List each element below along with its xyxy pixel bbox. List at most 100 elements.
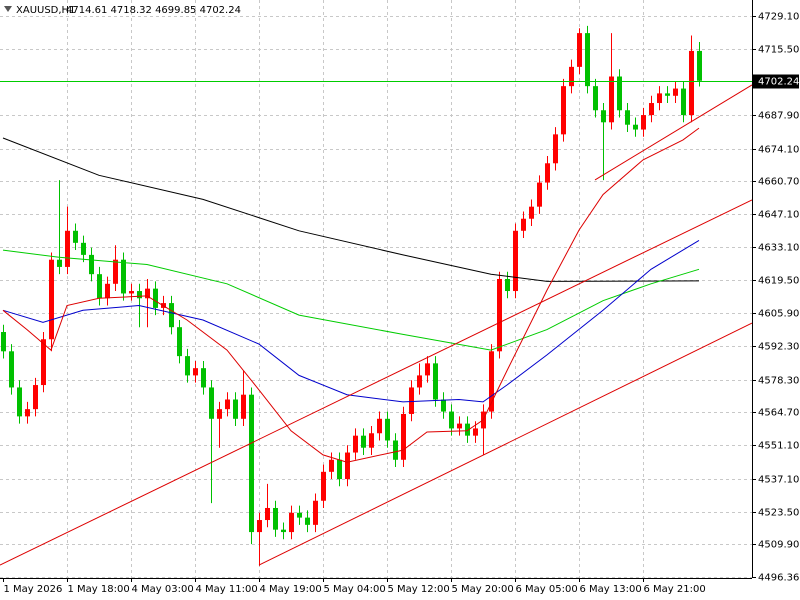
candle-body <box>129 291 134 294</box>
candle-body <box>417 375 422 388</box>
x-tick-label: 6 May 21:00 <box>644 584 706 595</box>
y-tick-label: 4551.10 <box>758 441 799 452</box>
candle-body <box>217 409 222 419</box>
axis-labels: 4729.10 4715.50 4687.90 4674.10 4660.70 4647.… <box>3 12 799 595</box>
candle-body <box>633 124 638 130</box>
candle-body <box>249 394 254 533</box>
candle-body <box>81 242 86 255</box>
candle-body <box>577 33 582 67</box>
candle-body <box>281 529 286 533</box>
candle-body <box>169 303 174 328</box>
candle-body <box>329 459 334 472</box>
candle-body <box>105 283 110 299</box>
candle-body <box>545 163 550 183</box>
y-tick-label: 4633.10 <box>758 243 799 254</box>
candle-body <box>33 385 38 410</box>
x-tick-label: 5 May 20:00 <box>452 584 514 595</box>
candle-body <box>665 93 670 96</box>
candle-body <box>449 411 454 429</box>
candle-body <box>73 230 78 243</box>
symbol-icon <box>4 6 12 12</box>
candle-body <box>257 520 262 533</box>
candle-body <box>385 418 390 441</box>
indicator-line <box>0 199 753 566</box>
candle-body <box>505 278 510 292</box>
candle-body <box>537 182 542 207</box>
candle-body <box>673 88 678 96</box>
x-tick-label: 5 May 12:00 <box>388 584 450 595</box>
candle-body <box>97 274 102 299</box>
candle-body <box>473 428 478 436</box>
candle-body <box>465 423 470 436</box>
candle-body <box>521 218 526 231</box>
candle-body <box>153 288 158 308</box>
candle-body <box>529 206 534 219</box>
candle-body <box>425 363 430 376</box>
candle-body <box>137 291 142 299</box>
y-tick-label: 4564.70 <box>758 408 799 419</box>
current-price-box <box>753 74 799 89</box>
candle-body <box>553 134 558 164</box>
grid <box>0 0 752 578</box>
candle-body <box>401 413 406 460</box>
indicator-line <box>594 84 753 181</box>
x-tick-label: 5 May 04:00 <box>324 584 386 595</box>
indicator-line <box>2 239 700 403</box>
candle-body <box>617 76 622 111</box>
x-tick-label: 1 May 2026 <box>4 584 63 595</box>
candle-body <box>697 50 702 81</box>
y-tick-label: 4537.10 <box>758 475 799 486</box>
current-price-label: 4702.24 <box>758 77 799 88</box>
indicator-line <box>2 127 700 463</box>
y-tick-label: 4592.30 <box>758 342 799 353</box>
y-tick-label: 4578.30 <box>758 376 799 387</box>
y-tick-label: 4729.10 <box>758 12 799 23</box>
candle-body <box>369 433 374 448</box>
candle-body <box>689 50 694 116</box>
y-tick-label: 4660.70 <box>758 177 799 188</box>
indicator-line <box>258 322 753 566</box>
candle-body <box>305 517 310 525</box>
y-tick-label: 4647.10 <box>758 210 799 221</box>
x-tick-label: 6 May 13:00 <box>580 584 642 595</box>
symbol-title: XAUUSD,H1 <box>16 5 75 16</box>
candle-body <box>289 512 294 533</box>
candle-body <box>457 423 462 429</box>
indicator-line <box>2 249 700 351</box>
candle-body <box>193 368 198 376</box>
candle-body <box>297 512 302 518</box>
candle-body <box>121 259 126 294</box>
y-tick-label: 4687.90 <box>758 111 799 122</box>
x-tick-label: 4 May 03:00 <box>132 584 194 595</box>
candle-body <box>49 259 54 340</box>
candle-body <box>585 33 590 87</box>
candle-body <box>17 387 22 417</box>
candle-body <box>345 452 350 480</box>
candle-body <box>409 387 414 414</box>
candle-body <box>9 351 14 388</box>
candle-body <box>593 86 598 111</box>
y-tick-label: 4496.36 <box>758 573 799 584</box>
candle-body <box>41 339 46 386</box>
y-tick-label: 4619.50 <box>758 276 799 287</box>
candle-body <box>313 500 318 525</box>
candle-body <box>177 327 182 357</box>
y-tick-label: 4523.50 <box>758 508 799 519</box>
candle-body <box>641 115 646 130</box>
candle-body <box>321 471 326 501</box>
y-tick-label: 4605.90 <box>758 309 799 320</box>
indicator-line <box>2 137 700 282</box>
candle-body <box>353 435 358 453</box>
header-prices: 4714.61 4718.32 4699.85 4702.24 <box>66 5 241 16</box>
candle-body <box>1 332 6 352</box>
candle-body <box>377 418 382 434</box>
candle-body <box>89 254 94 275</box>
candle-body <box>265 507 270 521</box>
candle-body <box>569 66 574 87</box>
candle-body <box>649 103 654 116</box>
candle-body <box>57 259 62 267</box>
plot <box>0 25 753 566</box>
